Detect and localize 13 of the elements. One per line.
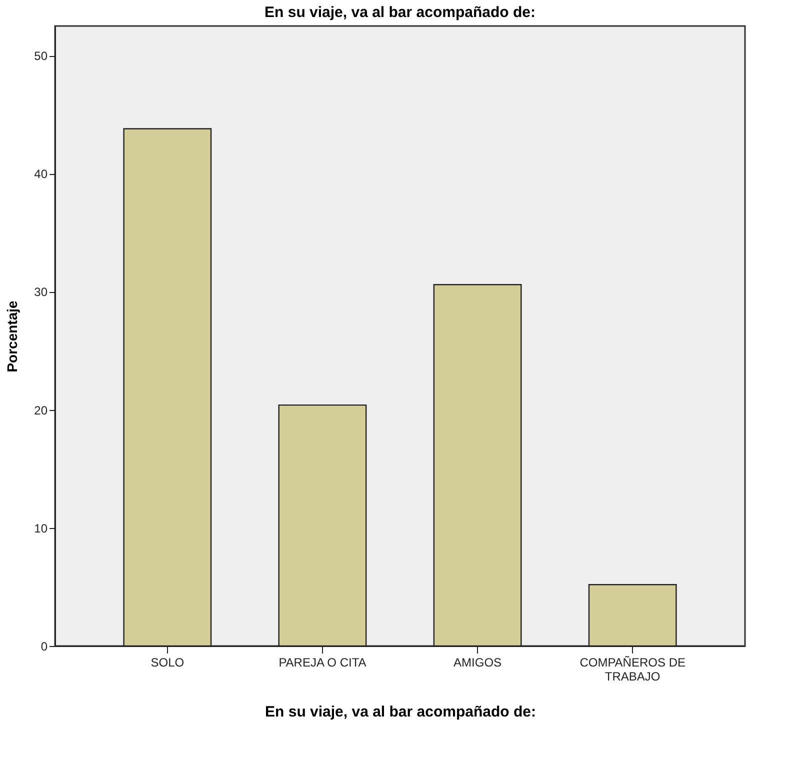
x-tick-label: COMPAÑEROS DE TRABAJO (580, 656, 686, 684)
y-tick-label: 50 (34, 49, 48, 64)
y-tick-label: 20 (34, 403, 48, 418)
chart-title: En su viaje, va al bar acompañado de: (264, 4, 536, 21)
x-axis-title: En su viaje, va al bar acompañado de: (265, 704, 536, 720)
y-tick-label: 30 (34, 285, 48, 300)
y-axis-title: Porcentaje (4, 300, 20, 372)
x-tick-label: AMIGOS (454, 656, 502, 670)
y-tick-label: 10 (34, 521, 48, 536)
x-tick-label: PAREJA O CITA (278, 656, 366, 670)
y-tick-label: 40 (34, 167, 48, 182)
x-tick-label: SOLO (150, 656, 184, 670)
y-tick-label: 0 (40, 640, 48, 654)
